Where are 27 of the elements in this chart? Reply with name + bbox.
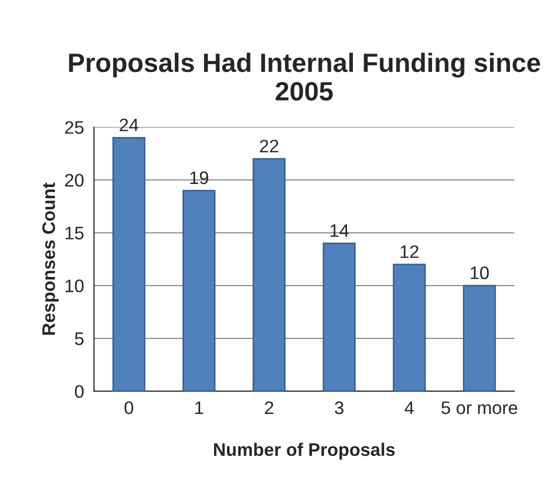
y-tick-label: 10 (66, 280, 84, 292)
y-tick-label: 5 (74, 332, 84, 346)
x-tick-label: 5 or more (442, 402, 518, 414)
x-tick-label: 1 (195, 402, 204, 414)
x-axis-title: Number of Proposals (214, 442, 395, 460)
x-tick-label: 2 (264, 401, 274, 414)
data-label: 12 (400, 245, 418, 258)
x-tick-label: 3 (334, 401, 344, 414)
data-label: 10 (470, 266, 489, 280)
bar (112, 137, 146, 392)
bar (252, 158, 286, 392)
data-label: 14 (330, 224, 349, 237)
y-tick-label: 15 (66, 226, 84, 240)
y-tick-label: 20 (65, 174, 84, 187)
x-tick-label: 4 (404, 402, 414, 414)
y-tick-label: 25 (65, 121, 84, 134)
data-label: 24 (120, 118, 138, 132)
bar (182, 190, 216, 392)
y-axis-title: Responses Count (42, 182, 59, 335)
bar (392, 264, 426, 392)
data-label: 19 (190, 171, 208, 184)
chart-title: Proposals Had Internal Funding since 2005 (69, 52, 540, 101)
bar (462, 284, 496, 392)
bar (322, 242, 356, 392)
y-tick-label: 0 (74, 385, 84, 398)
data-label: 22 (260, 140, 278, 152)
x-tick-label: 0 (124, 401, 134, 414)
